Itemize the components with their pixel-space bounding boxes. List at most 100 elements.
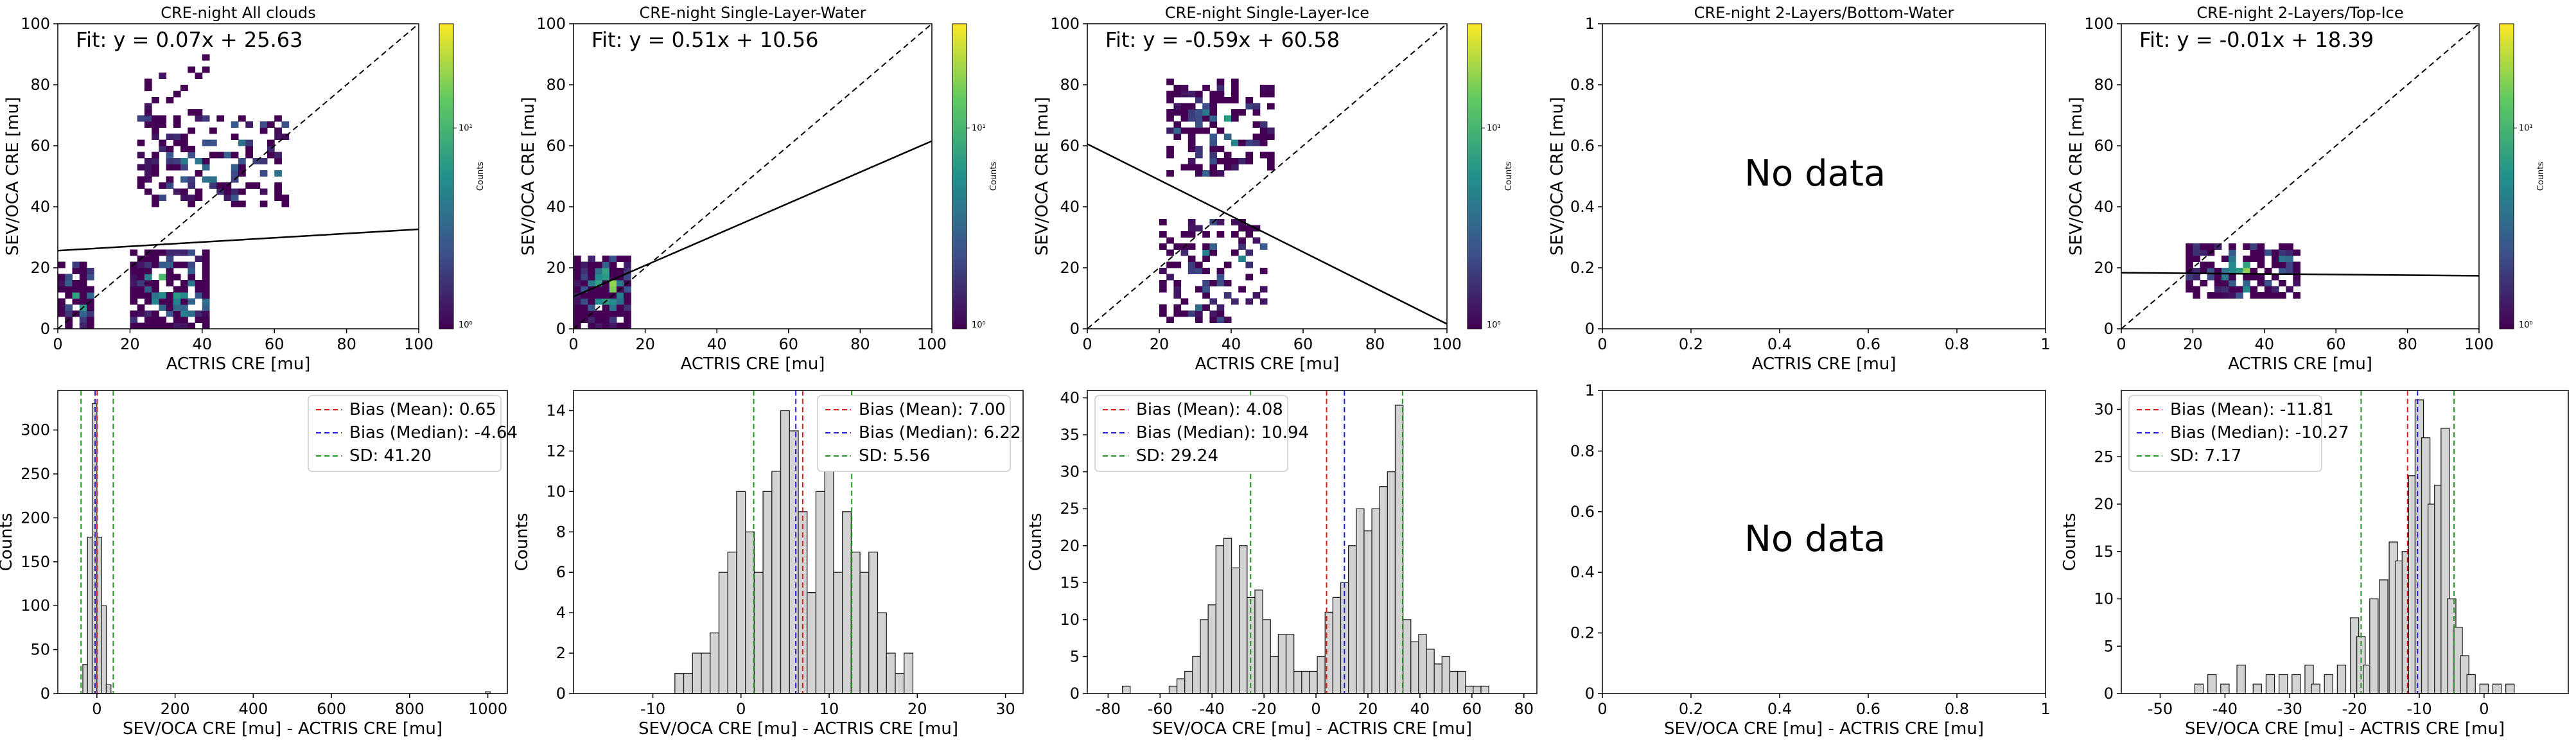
top-1-heat-cell (137, 176, 145, 183)
top-1-heat-cell (166, 322, 174, 329)
bottom-5-hist-bar (2336, 665, 2347, 694)
bottom-3-legend-label: Bias (Median): 10.94 (1136, 423, 1309, 442)
top-1-heat-cell (274, 195, 282, 201)
top-5-heat-cell (2229, 256, 2236, 262)
top-1-heat-cell (152, 158, 159, 164)
top-5-heat-cell (2250, 292, 2258, 299)
top-5-fit-text: Fit: y = -0.01x + 18.39 (2139, 28, 2374, 52)
top-5-colorbar-tick: 10¹ (2519, 123, 2533, 133)
top-2-heat-cell (574, 317, 581, 323)
top-1-heat-cell (173, 322, 181, 329)
top-1-heat-cell (245, 121, 253, 128)
top-3-heat-cell (1259, 243, 1268, 250)
top-3-heat-cell (1216, 78, 1225, 85)
top-3-colorbar-tick: 10⁰ (1487, 320, 1501, 330)
top-3-heat-cell (1180, 164, 1189, 171)
top-5-heat-cell (2257, 249, 2265, 256)
top-1-heat-cell (152, 249, 159, 256)
top-1-heat-cell (173, 317, 181, 323)
top-3-heat-cell (1231, 78, 1239, 85)
top-1-heat-cell (202, 256, 210, 262)
bottom-5-xlabel: SEV/OCA CRE [mu] - ACTRIS CRE [mu] (2185, 719, 2505, 739)
bottom-5-ytick-label: 0 (2104, 685, 2114, 703)
top-1-heat-cell (202, 261, 210, 268)
top-5-heat-cell (2250, 243, 2258, 250)
top-1-heat-cell (166, 292, 174, 299)
top-4-axes-frame (1602, 23, 2046, 329)
bottom-3-hist-bar (1254, 590, 1263, 694)
bottom-3-xtick-label: -80 (1096, 700, 1121, 718)
top-4-xtick-label: 0.2 (1679, 335, 1703, 353)
top-1-ytick-label: 0 (40, 320, 50, 338)
top-5-heat-cell (2193, 243, 2201, 250)
top-5-heat-cell (2243, 261, 2251, 268)
top-5-heat-cell (2271, 256, 2279, 262)
top-1-heat-cell (180, 188, 188, 195)
top-3-heat-cell (1173, 103, 1182, 110)
top-3-heat-cell (1173, 85, 1182, 91)
top-1-heat-cell (79, 274, 87, 281)
top-4-xlabel: ACTRIS CRE [mu] (1752, 354, 1897, 374)
top-1-heat-cell (259, 127, 268, 134)
top-1-heat-cell (274, 115, 282, 122)
top-1-heat-cell (152, 115, 159, 122)
top-1-heat-cell (166, 249, 174, 256)
top-1-heat-cell (188, 176, 196, 183)
top-1-heat-cell (137, 268, 145, 274)
top-3-heat-cell (1202, 292, 1210, 299)
top-2-heat-cell (581, 280, 588, 286)
bottom-1-ytick-label: 300 (21, 421, 50, 439)
top-5-heat-cell (2214, 274, 2222, 281)
bottom-3-ytick-label: 10 (1060, 611, 1080, 629)
top-4-xtick-label: 0 (1597, 335, 1607, 353)
top-1-heat-cell (144, 280, 152, 286)
top-5-heat-cell (2221, 256, 2229, 262)
top-1-heat-cell (166, 310, 174, 317)
top-1-heat-cell (231, 164, 239, 171)
bottom-5-hist-bar (2369, 598, 2379, 694)
top-3-heat-cell (1231, 139, 1239, 146)
bottom-2-ytick-label: 0 (556, 685, 566, 703)
top-2-heat-cell (624, 298, 631, 305)
top-1-heat-cell (86, 304, 94, 311)
top-3-heat-cell (1173, 134, 1182, 140)
bottom-4-ytick-label: 1 (1585, 381, 1595, 399)
bottom-3-hist-bar (1402, 619, 1412, 694)
top-5-heat-cell (2293, 268, 2300, 274)
bottom-2-hist-bar (850, 552, 861, 694)
top-1-heat-cell (252, 182, 261, 189)
top-1-identity-line (57, 23, 419, 329)
top-5-colorbar (2499, 23, 2514, 329)
top-2-ytick-label: 60 (546, 137, 566, 155)
bottom-3-hist-bar (1363, 530, 1372, 694)
bottom-2-ytick-label: 2 (556, 644, 566, 662)
bottom-3-hist-bar (1418, 634, 1427, 694)
top-3-heat-cell (1209, 298, 1218, 305)
top-1-heat-cell (195, 73, 203, 79)
top-3-heat-cell (1259, 85, 1268, 91)
top-3-heat-cell (1202, 103, 1210, 110)
top-1-heat-cell (86, 292, 94, 299)
top-2-heat-cell (624, 261, 631, 268)
top-1-heat-cell (65, 280, 73, 286)
top-3-heat-cell (1166, 109, 1174, 116)
top-3-heat-cell (1231, 85, 1239, 91)
top-1-heat-cell (180, 176, 188, 183)
top-5-heat-cell (2207, 261, 2215, 268)
top-5-heat-cell (2214, 286, 2222, 293)
top-1-heat-cell (173, 298, 181, 305)
top-3-heat-cell (1223, 164, 1232, 171)
top-2-heat-cell (602, 310, 610, 317)
bottom-2-xtick-label: 10 (819, 700, 839, 718)
top-3-heat-cell (1166, 261, 1174, 268)
top-5-heat-cell (2200, 261, 2208, 268)
top-1-heat-cell (209, 139, 217, 146)
top-2-heat-cell (581, 261, 588, 268)
top-4-title: CRE-night 2-Layers/Bottom-Water (1694, 4, 1954, 22)
top-1-heat-cell (180, 139, 188, 146)
top-1-heat-cell (144, 164, 152, 171)
top-2-heat-cell (616, 280, 624, 286)
top-2-heat-cell (588, 292, 595, 299)
bottom-3-hist-bar (1317, 656, 1326, 694)
top-3-heat-cell (1223, 158, 1232, 164)
